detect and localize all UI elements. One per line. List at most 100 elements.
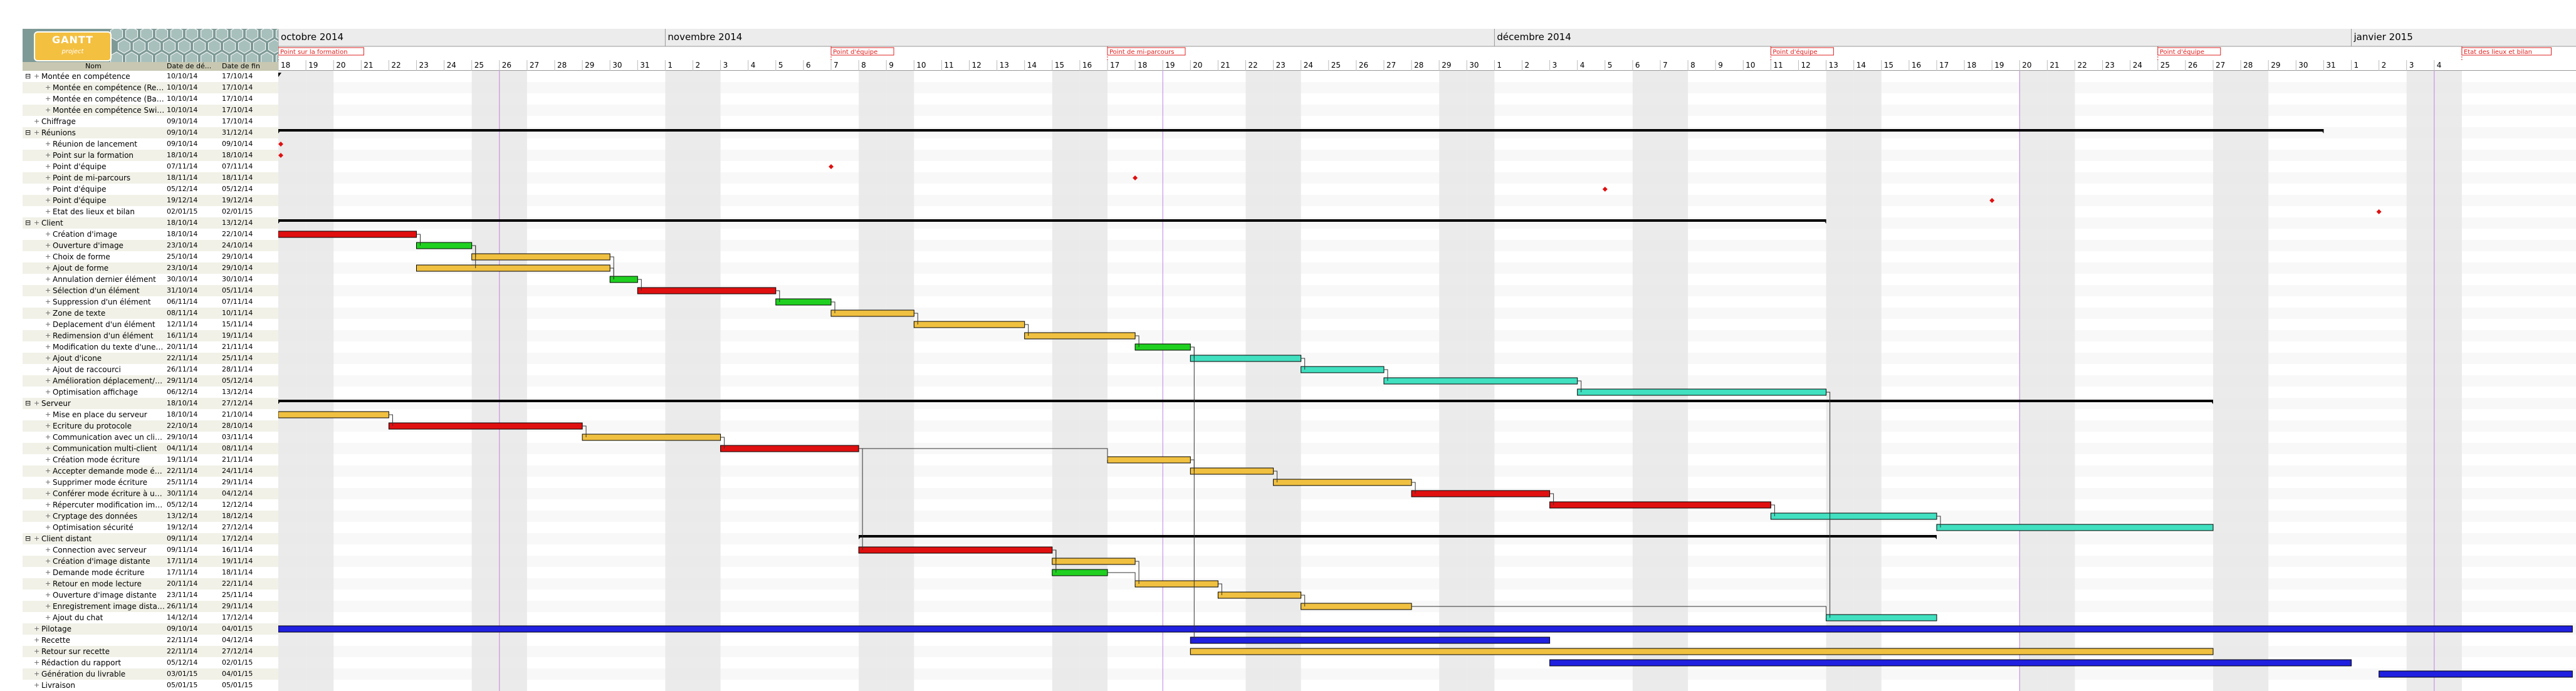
milestone-flag[interactable] <box>278 47 364 56</box>
task-bar[interactable] <box>1936 524 2214 531</box>
task-row[interactable]: + Retour en mode lecture 20/11/14 22/11/14 <box>23 578 278 590</box>
task-row[interactable]: + Accepter demande mode écrit... 22/11/14 2… <box>23 465 278 477</box>
milestone-diamond[interactable] <box>1989 198 1995 203</box>
milestone-diamond[interactable] <box>278 153 283 158</box>
task-bar[interactable] <box>858 546 1053 554</box>
task-row[interactable]: + Mise en place du serveur 18/10/14 21/10/1… <box>23 409 278 420</box>
milestone-diamond[interactable] <box>2376 209 2382 214</box>
task-bar[interactable] <box>1826 614 1937 621</box>
task-bar[interactable] <box>471 253 610 261</box>
task-row[interactable]: + Redimension d'un élément 16/11/14 19/11/1… <box>23 330 278 341</box>
task-row[interactable]: + Conférer mode écriture à un cli... 30/11… <box>23 488 278 499</box>
task-bar[interactable] <box>1052 558 1136 565</box>
task-bar[interactable] <box>416 264 610 272</box>
milestone-flag[interactable] <box>830 47 894 56</box>
task-row[interactable]: + Génération du livrable 03/01/15 04/01/15 <box>23 668 278 680</box>
summary-bar[interactable] <box>278 400 2213 402</box>
task-bar[interactable] <box>830 309 914 317</box>
task-bar[interactable] <box>1107 456 1191 464</box>
milestone-flag[interactable] <box>2157 47 2221 56</box>
task-bar[interactable] <box>775 298 832 306</box>
task-bar[interactable] <box>1134 343 1191 351</box>
task-row[interactable]: + Optimisation sécurité 19/12/14 27/12/14 <box>23 522 278 533</box>
task-row[interactable]: + Point sur la formation 18/10/14 18/10/14 <box>23 150 278 161</box>
task-bar[interactable] <box>1052 569 1108 576</box>
task-bar[interactable] <box>582 434 721 441</box>
task-bar[interactable] <box>1134 580 1218 588</box>
task-row[interactable]: + Ouverture d'image 23/10/14 24/10/14 <box>23 240 278 251</box>
column-header-start[interactable]: Date de dé... <box>167 62 212 70</box>
task-bar[interactable] <box>278 231 417 238</box>
task-row[interactable]: + Ecriture du protocole 22/10/14 28/10/14 <box>23 420 278 432</box>
task-row[interactable]: + Montée en compétence (Rese... 10/10/14 17… <box>23 82 278 93</box>
task-row[interactable]: + Ajout de forme 23/10/14 29/10/14 <box>23 262 278 274</box>
task-bar[interactable] <box>1273 479 1412 486</box>
task-bar[interactable] <box>1190 636 1551 644</box>
task-row[interactable]: + Annulation dernier élément 30/10/14 30/10… <box>23 274 278 285</box>
milestone-flag[interactable] <box>1107 47 1186 56</box>
task-row[interactable]: + Communication avec un client 29/10/14 03/… <box>23 432 278 443</box>
task-bar[interactable] <box>1770 512 1937 520</box>
task-row[interactable]: + Répercuter modification image 05/12/14 12… <box>23 499 278 511</box>
task-row[interactable]: + Création mode écriture 19/11/14 21/11/14 <box>23 454 278 465</box>
summary-bar[interactable] <box>278 129 2324 132</box>
collapse-toggle-icon[interactable]: ⊟ <box>25 219 31 227</box>
task-row[interactable]: ⊟ + Montée en compétence 10/10/14 17/10/14 <box>23 71 278 82</box>
task-bar[interactable] <box>416 242 473 249</box>
collapse-toggle-icon[interactable]: ⊟ <box>25 534 31 543</box>
task-bar[interactable] <box>1549 659 2352 667</box>
task-row[interactable]: + Recette 22/11/14 04/12/14 <box>23 635 278 646</box>
task-row[interactable]: + Deplacement d'un élément 12/11/14 15/11/1… <box>23 319 278 330</box>
task-bar[interactable] <box>1411 490 1551 497</box>
task-row[interactable]: + Création d'image 18/10/14 22/10/14 <box>23 229 278 240</box>
task-bar[interactable] <box>1301 366 1385 373</box>
task-row[interactable]: ⊟ + Client 18/10/14 13/12/14 <box>23 217 278 229</box>
task-row[interactable]: + Montée en compétence (Batik) 10/10/14 17/… <box>23 93 278 105</box>
collapse-toggle-icon[interactable]: ⊟ <box>25 72 31 80</box>
task-bar[interactable] <box>1217 591 1302 599</box>
task-row[interactable]: + Création d'image distante 17/11/14 19/11/… <box>23 556 278 567</box>
task-row[interactable]: ⊟ + Client distant 09/11/14 17/12/14 <box>23 533 278 544</box>
task-row[interactable]: + Ouverture d'image distante 23/11/14 25/11… <box>23 590 278 601</box>
milestone-diamond[interactable] <box>278 142 283 147</box>
task-row[interactable]: + Point d'équipe 19/12/14 19/12/14 <box>23 195 278 206</box>
task-row[interactable]: + Pilotage 09/10/14 04/01/15 <box>23 623 278 635</box>
task-row[interactable]: + Connection avec serveur 09/11/14 16/11/14 <box>23 544 278 556</box>
task-row[interactable]: + Réunion de lancement 09/10/14 09/10/14 <box>23 138 278 150</box>
task-row[interactable]: + Ajout d'icone 22/11/14 25/11/14 <box>23 353 278 364</box>
collapse-toggle-icon[interactable]: ⊟ <box>25 128 31 137</box>
task-bar[interactable] <box>1190 467 1274 475</box>
task-bar[interactable] <box>1577 388 1827 396</box>
task-bar[interactable] <box>1549 501 1771 509</box>
task-bar[interactable] <box>637 287 777 294</box>
milestone-diamond[interactable] <box>829 164 834 169</box>
task-bar[interactable] <box>1190 355 1302 362</box>
task-bar[interactable] <box>720 445 859 452</box>
task-bar[interactable] <box>1301 603 1412 610</box>
task-row[interactable]: + Ajout de raccourci 26/11/14 28/11/14 <box>23 364 278 375</box>
task-row[interactable]: + Etat des lieux et bilan 02/01/15 02/01/15 <box>23 206 278 217</box>
task-bar[interactable] <box>1383 377 1578 385</box>
task-bar[interactable] <box>278 625 2573 633</box>
milestone-diamond[interactable] <box>1133 175 1138 180</box>
task-row[interactable]: + Optimisation affichage 06/12/14 13/12/14 <box>23 387 278 398</box>
task-row[interactable]: + Sélection d'un élément 31/10/14 05/11/14 <box>23 285 278 296</box>
task-row[interactable]: ⊟ + Réunions 09/10/14 31/12/14 <box>23 127 278 138</box>
task-row[interactable]: + Amélioration déplacement/agr... 29/11/14… <box>23 375 278 387</box>
milestone-flag[interactable] <box>2461 47 2552 56</box>
column-header-name[interactable]: Nom <box>85 62 102 70</box>
gantt-chart[interactable]: octobre 2014 novembre 2014 décembre 2014 ja… <box>278 29 2576 691</box>
task-bar[interactable] <box>1190 648 2214 655</box>
task-row[interactable]: + Livraison 05/01/15 05/01/15 <box>23 680 278 691</box>
task-row[interactable]: + Zone de texte 08/11/14 10/11/14 <box>23 308 278 319</box>
task-row[interactable]: + Ajout du chat 14/12/14 17/12/14 <box>23 612 278 623</box>
milestone-diamond[interactable] <box>1602 187 1608 192</box>
task-bar[interactable] <box>278 411 389 418</box>
task-row[interactable]: + Cryptage des données 13/12/14 18/12/14 <box>23 511 278 522</box>
task-row[interactable]: + Retour sur recette 22/11/14 27/12/14 <box>23 646 278 657</box>
task-row[interactable]: + Chiffrage 09/10/14 17/10/14 <box>23 116 278 127</box>
task-row[interactable]: + Point d'équipe 05/12/14 05/12/14 <box>23 184 278 195</box>
task-row[interactable]: + Point d'équipe 07/11/14 07/11/14 <box>23 161 278 172</box>
milestone-flag[interactable] <box>1770 47 1834 56</box>
task-row[interactable]: + Demande mode écriture 17/11/14 18/11/14 <box>23 567 278 578</box>
